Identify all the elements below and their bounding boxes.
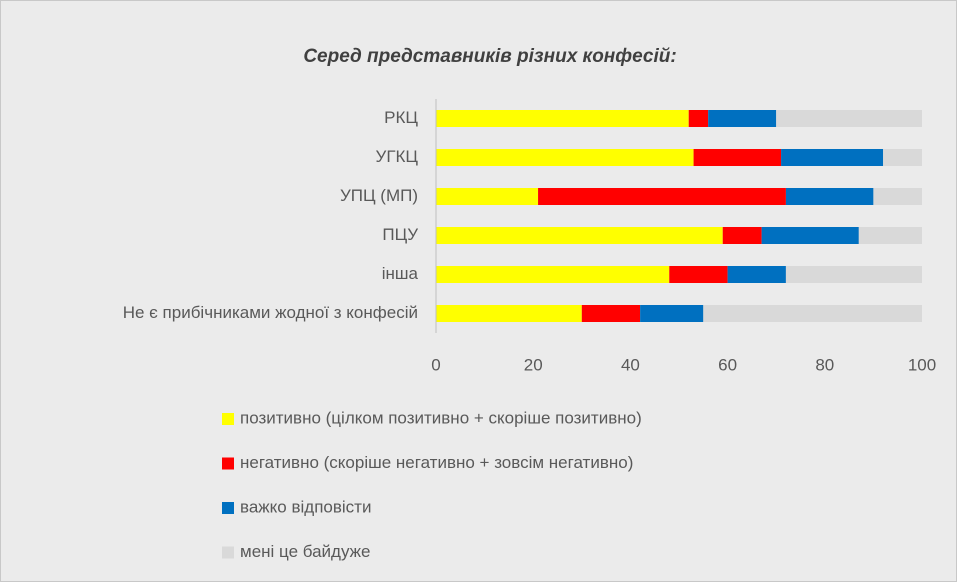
bar-segment xyxy=(727,266,786,283)
bar-segment xyxy=(436,305,582,322)
bar-segment xyxy=(703,305,922,322)
bar-segment xyxy=(581,305,641,322)
bar-segment xyxy=(436,110,689,127)
y-tick-label: ПЦУ xyxy=(382,225,418,244)
legend-label: мені це байдуже xyxy=(240,542,371,561)
legend-swatch xyxy=(222,413,234,425)
bar-segment xyxy=(538,188,786,205)
bar-segment xyxy=(436,227,723,244)
y-tick-label: УГКЦ xyxy=(376,147,419,166)
bar-segment xyxy=(776,110,922,127)
bar-segment xyxy=(693,149,782,166)
x-tick-label: 0 xyxy=(431,355,440,374)
legend-label: важко відповісти xyxy=(240,497,371,516)
legend-swatch xyxy=(222,457,234,470)
legend-label: негативно (скоріше негативно + зовсім не… xyxy=(240,453,633,472)
bar-segment xyxy=(708,110,777,127)
legend-swatch xyxy=(222,546,234,559)
bar-segment xyxy=(436,188,539,205)
x-tick-label: 100 xyxy=(908,355,936,374)
y-tick-label: УПЦ (МП) xyxy=(340,186,418,205)
bar-segment xyxy=(781,149,884,166)
chart-title: Серед представників різних конфесій: xyxy=(303,46,676,67)
bar-segment xyxy=(883,149,922,166)
x-tick-label: 60 xyxy=(718,355,737,374)
x-tick-label: 40 xyxy=(621,355,640,374)
x-tick-label: 20 xyxy=(524,355,543,374)
bar-segment xyxy=(761,227,859,244)
y-tick-label: РКЦ xyxy=(384,108,418,127)
bar-segment xyxy=(858,227,922,244)
bar-segment xyxy=(722,227,762,244)
bar-segment xyxy=(669,266,728,283)
bar-segment xyxy=(688,110,709,127)
bar-segment xyxy=(436,266,670,283)
bar-segment xyxy=(785,266,922,283)
bar-segment xyxy=(785,188,874,205)
legend-swatch xyxy=(222,502,234,514)
bar-segment xyxy=(436,149,694,166)
y-tick-label: інша xyxy=(382,264,419,283)
legend-label: позитивно (цілком позитивно + скоріше по… xyxy=(240,408,642,427)
y-tick-label: Не є прибічниками жодної з конфесій xyxy=(123,303,418,322)
x-tick-label: 80 xyxy=(815,355,834,374)
bar-segment xyxy=(640,305,704,322)
bar-segment xyxy=(873,188,922,205)
